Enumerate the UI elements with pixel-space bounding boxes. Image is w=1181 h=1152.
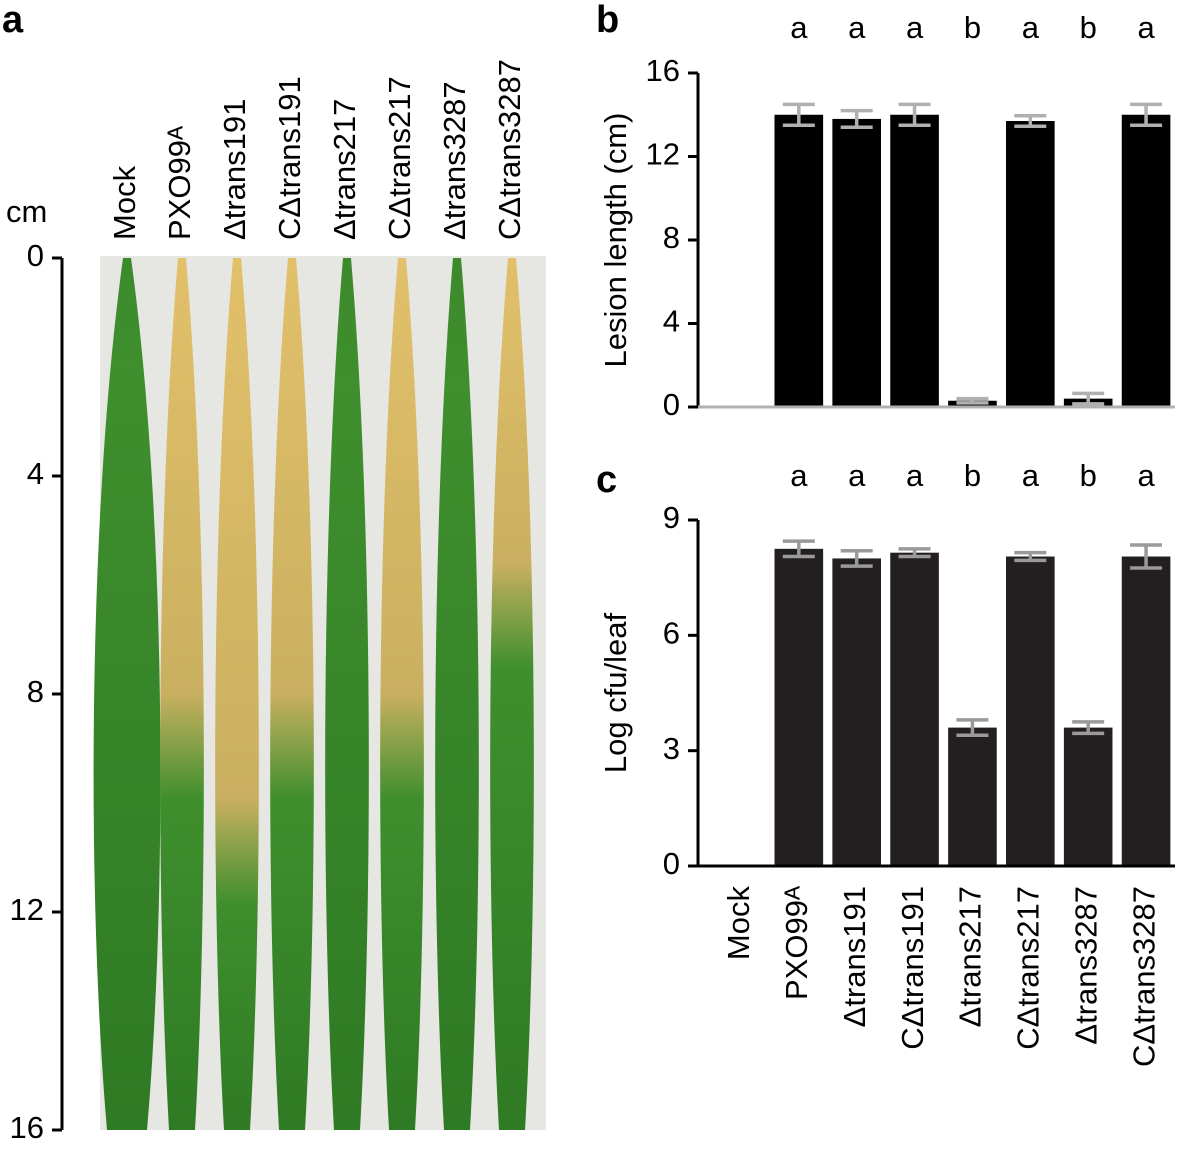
lane-label: CΔtrans3287: [492, 59, 527, 240]
leaf: [93, 258, 161, 1130]
significance-letter: b: [1080, 10, 1097, 45]
significance-letter: a: [848, 10, 866, 45]
bar: [774, 114, 824, 407]
error-bar: [840, 549, 873, 568]
panel-label: b: [596, 0, 619, 41]
significance-letter: a: [1137, 458, 1155, 493]
y-tick-label: 3: [663, 731, 680, 766]
significance-letter: a: [790, 10, 808, 45]
error-bar: [840, 108, 873, 130]
bar: [890, 552, 939, 866]
lane-label: CΔtrans191: [272, 76, 307, 240]
error-bar: [956, 718, 989, 738]
ruler-tick-label: 12: [10, 892, 44, 927]
panel-label: c: [596, 459, 617, 501]
leaf: [160, 258, 204, 1130]
lane-label: Δtrans191: [217, 99, 252, 240]
x-tick-label: Δtrans217: [953, 886, 988, 1027]
leaf: [325, 258, 369, 1130]
x-tick-label: PXO99ᴬ: [779, 885, 814, 1000]
bar: [1006, 121, 1055, 407]
y-tick-label: 0: [663, 387, 680, 422]
y-axis-label: Log cfu/leaf: [598, 612, 633, 773]
x-tick-label: CΔtrans191: [895, 886, 930, 1050]
lane-label: Δtrans217: [327, 99, 362, 240]
y-axis-label: Lesion length (cm): [598, 112, 633, 367]
error-bar: [898, 547, 931, 559]
x-tick-label: Δtrans191: [837, 886, 872, 1027]
leaf: [490, 258, 534, 1130]
x-tick-label: CΔtrans3287: [1126, 886, 1161, 1067]
leaf: [215, 258, 259, 1130]
significance-letter: a: [790, 458, 808, 493]
bar: [1063, 727, 1113, 866]
error-bar: [1014, 550, 1047, 563]
x-tick-label: Δtrans3287: [1068, 886, 1103, 1045]
ruler-tick-label: 16: [10, 1110, 44, 1145]
error-bar: [956, 396, 989, 405]
error-bar: [782, 102, 815, 127]
significance-letter: a: [848, 458, 866, 493]
ruler-tick-label: 8: [27, 674, 44, 709]
x-tick-label: Mock: [721, 886, 756, 961]
leaf: [435, 258, 479, 1130]
panel-label: a: [2, 0, 24, 41]
significance-letter: a: [1022, 10, 1040, 45]
lane-label: Δtrans3287: [437, 81, 472, 240]
significance-letter: a: [1022, 458, 1040, 493]
y-tick-label: 0: [663, 846, 680, 881]
significance-letter: a: [906, 458, 924, 493]
lane-label: CΔtrans217: [382, 76, 417, 240]
unit-label: cm: [6, 194, 47, 229]
bar: [1006, 556, 1055, 866]
error-bar: [1130, 102, 1163, 127]
ruler-tick-label: 0: [27, 238, 44, 273]
leaf: [380, 258, 424, 1130]
ruler-tick-label: 4: [27, 456, 44, 491]
significance-letter: b: [964, 458, 981, 493]
y-tick-label: 6: [663, 616, 680, 651]
significance-letter: b: [964, 10, 981, 45]
y-tick-label: 4: [663, 304, 680, 339]
significance-letter: a: [1137, 10, 1155, 45]
error-bar: [1130, 543, 1163, 570]
lane-label: PXO99ᴬ: [162, 125, 197, 240]
lane-label: Mock: [107, 165, 142, 240]
y-tick-label: 9: [663, 500, 680, 535]
error-bar: [1072, 391, 1105, 406]
y-tick-label: 12: [646, 137, 680, 172]
error-bar: [1014, 114, 1047, 128]
y-tick-label: 8: [663, 220, 680, 255]
bar: [1121, 114, 1171, 407]
bar: [774, 548, 824, 866]
bar: [948, 727, 997, 866]
error-bar: [898, 102, 931, 127]
error-bar: [782, 539, 815, 559]
significance-letter: a: [906, 10, 924, 45]
bar: [1121, 556, 1171, 866]
error-bar: [1072, 720, 1105, 736]
significance-letter: b: [1080, 458, 1097, 493]
bar: [832, 558, 881, 866]
leaf: [270, 258, 314, 1130]
x-tick-label: CΔtrans217: [1011, 886, 1046, 1050]
bar: [890, 114, 939, 407]
bar: [832, 118, 881, 408]
y-tick-label: 16: [646, 53, 680, 88]
